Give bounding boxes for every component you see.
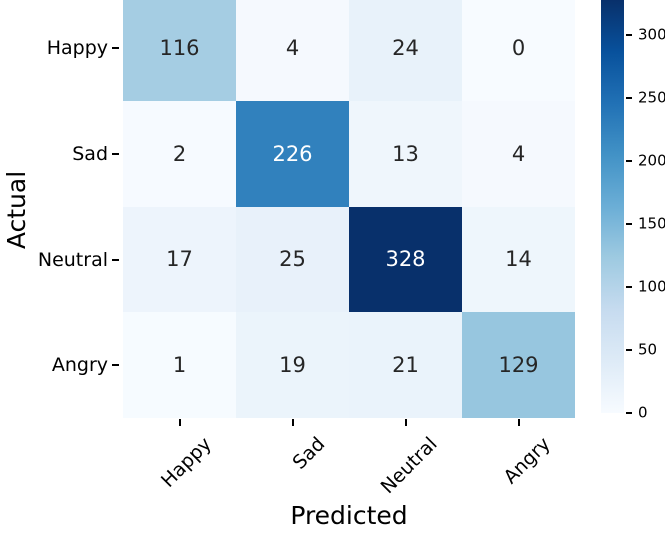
cell-value: 24 bbox=[392, 35, 419, 60]
heatmap-cell: 14 bbox=[462, 207, 575, 312]
heatmap-cell: 4 bbox=[462, 101, 575, 207]
cell-value: 21 bbox=[392, 352, 419, 377]
x-axis-title: Predicted bbox=[290, 501, 408, 530]
colorbar-tick-mark bbox=[626, 223, 632, 225]
colorbar-tick-label: 0 bbox=[638, 403, 648, 422]
heatmap-cell: 25 bbox=[236, 207, 349, 312]
y-tick-mark bbox=[112, 364, 119, 366]
heatmap-cell: 226 bbox=[236, 101, 349, 207]
heatmap-cell: 19 bbox=[236, 312, 349, 418]
colorbar bbox=[601, 0, 624, 413]
y-tick-label: Neutral bbox=[37, 249, 108, 271]
y-axis-title: Actual bbox=[2, 170, 31, 250]
heatmap-cell: 21 bbox=[349, 312, 462, 418]
cell-value: 25 bbox=[279, 247, 306, 271]
colorbar-tick-mark bbox=[626, 160, 632, 162]
heatmap-cell: 4 bbox=[236, 0, 349, 101]
heatmap-cell: 0 bbox=[462, 0, 575, 101]
colorbar-tick-label: 150 bbox=[638, 214, 665, 233]
x-tick-mark bbox=[179, 419, 181, 426]
colorbar-tick-mark bbox=[626, 286, 632, 288]
cell-value: 116 bbox=[159, 35, 200, 60]
colorbar-tick-mark bbox=[626, 412, 632, 414]
cell-value: 226 bbox=[272, 141, 313, 166]
cell-value: 1 bbox=[172, 352, 187, 377]
cell-value: 0 bbox=[511, 35, 526, 60]
cell-value: 328 bbox=[385, 247, 426, 271]
y-tick-label: Sad bbox=[72, 143, 108, 165]
cell-value: 14 bbox=[505, 247, 532, 271]
y-tick-label: Happy bbox=[46, 37, 108, 59]
heatmap-cell: 1 bbox=[123, 312, 236, 418]
x-tick-label: Neutral bbox=[376, 433, 443, 499]
colorbar-tick-label: 250 bbox=[638, 88, 665, 107]
colorbar-tick-label: 50 bbox=[638, 340, 658, 359]
colorbar-tick-mark bbox=[626, 349, 632, 351]
heatmap-plot-area: 116 4 24 0 2 226 13 4 17 25 328 14 1 19 21 129 bbox=[123, 0, 575, 418]
colorbar-tick-mark bbox=[626, 97, 632, 99]
heatmap-cell: 17 bbox=[123, 207, 236, 312]
colorbar-tick-label: 300 bbox=[638, 25, 665, 44]
x-tick-label: Angry bbox=[499, 433, 556, 489]
heatmap-cell: 24 bbox=[349, 0, 462, 101]
heatmap-cell: 328 bbox=[349, 207, 462, 312]
cell-value: 17 bbox=[166, 247, 193, 271]
y-tick-mark bbox=[112, 153, 119, 155]
heatmap-cell: 13 bbox=[349, 101, 462, 207]
heatmap-cell: 2 bbox=[123, 101, 236, 207]
cell-value: 19 bbox=[279, 352, 306, 377]
y-tick-mark bbox=[112, 47, 119, 49]
y-tick-mark bbox=[112, 259, 119, 261]
colorbar-tick-label: 200 bbox=[638, 151, 665, 170]
cell-value: 2 bbox=[172, 141, 187, 166]
x-tick-mark bbox=[292, 419, 294, 426]
x-tick-label: Happy bbox=[157, 433, 217, 492]
heatmap-cell: 116 bbox=[123, 0, 236, 101]
cell-value: 129 bbox=[498, 352, 539, 377]
heatmap-cell: 129 bbox=[462, 312, 575, 418]
cell-value: 13 bbox=[392, 141, 419, 166]
x-tick-label: Sad bbox=[288, 433, 330, 474]
x-tick-mark bbox=[518, 419, 520, 426]
cell-value: 4 bbox=[285, 35, 300, 60]
y-tick-label: Angry bbox=[51, 354, 108, 376]
x-tick-mark bbox=[405, 419, 407, 426]
cell-value: 4 bbox=[511, 141, 526, 166]
colorbar-tick-label: 100 bbox=[638, 277, 665, 296]
colorbar-tick-mark bbox=[626, 34, 632, 36]
